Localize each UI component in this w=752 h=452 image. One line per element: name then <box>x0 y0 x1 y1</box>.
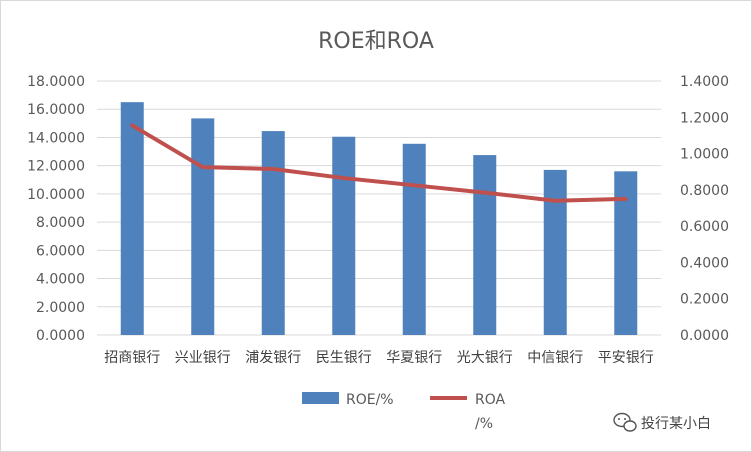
left-tick-label: 18.0000 <box>27 74 85 90</box>
bar-series <box>120 102 638 336</box>
left-axis: 0.0000 2.0000 4.0000 6.0000 8.0000 10.0000 12.… <box>27 74 85 344</box>
category-label: 招商银行 <box>104 350 160 366</box>
legend: ROE/% ROA /% <box>302 392 506 432</box>
left-tick-label: 10.0000 <box>27 187 85 203</box>
category-label: 兴业银行 <box>175 350 231 366</box>
left-tick-label: 0.0000 <box>36 328 85 344</box>
bar-roe <box>191 118 215 336</box>
bar-roe <box>614 171 638 335</box>
right-axis: 0.0000 0.2000 0.4000 0.6000 0.8000 1.0000 1.20… <box>680 74 729 344</box>
left-tick-label: 4.0000 <box>36 272 85 288</box>
left-tick-label: 8.0000 <box>36 215 85 231</box>
bar-roe <box>543 169 567 335</box>
watermark: 投行某小白 <box>613 412 711 432</box>
legend-swatch-roe <box>302 392 339 404</box>
category-label: 民生银行 <box>316 350 372 366</box>
category-label: 浦发银行 <box>245 350 301 366</box>
right-tick-label: 1.0000 <box>680 147 729 163</box>
legend-label-roe: ROE/% <box>346 392 394 408</box>
gridlines <box>97 80 661 336</box>
category-label: 华夏银行 <box>386 350 442 366</box>
right-tick-label: 1.4000 <box>680 74 729 90</box>
right-tick-label: 0.2000 <box>680 292 729 308</box>
right-tick-label: 0.8000 <box>680 183 729 199</box>
legend-label-roa-line1: ROA <box>475 392 506 408</box>
watermark-text: 投行某小白 <box>641 416 711 432</box>
category-axis: 招商银行 兴业银行 浦发银行 民生银行 华夏银行 光大银行 中信银行 平安银行 <box>104 350 654 366</box>
chart-title: ROE和ROA <box>318 29 434 54</box>
wechat-icon <box>613 412 637 432</box>
category-label: 平安银行 <box>598 350 654 366</box>
right-tick-label: 1.2000 <box>680 110 729 126</box>
legend-label-roa-line2: /% <box>475 416 493 432</box>
bar-roe <box>402 143 426 335</box>
bar-roe <box>120 102 144 336</box>
left-tick-label: 16.0000 <box>27 102 85 118</box>
right-tick-label: 0.4000 <box>680 255 729 271</box>
right-tick-label: 0.6000 <box>680 219 729 235</box>
line-roa <box>130 123 628 203</box>
bar-roe <box>261 131 285 335</box>
left-tick-label: 14.0000 <box>27 130 85 146</box>
right-tick-label: 0.0000 <box>680 328 729 344</box>
category-label: 中信银行 <box>527 350 583 366</box>
left-tick-label: 6.0000 <box>36 243 85 259</box>
left-tick-label: 12.0000 <box>27 159 85 175</box>
category-label: 光大银行 <box>457 350 513 366</box>
bar-roe <box>332 136 356 335</box>
line-series <box>130 123 628 203</box>
bar-roe <box>473 155 497 335</box>
left-tick-label: 2.0000 <box>36 300 85 316</box>
